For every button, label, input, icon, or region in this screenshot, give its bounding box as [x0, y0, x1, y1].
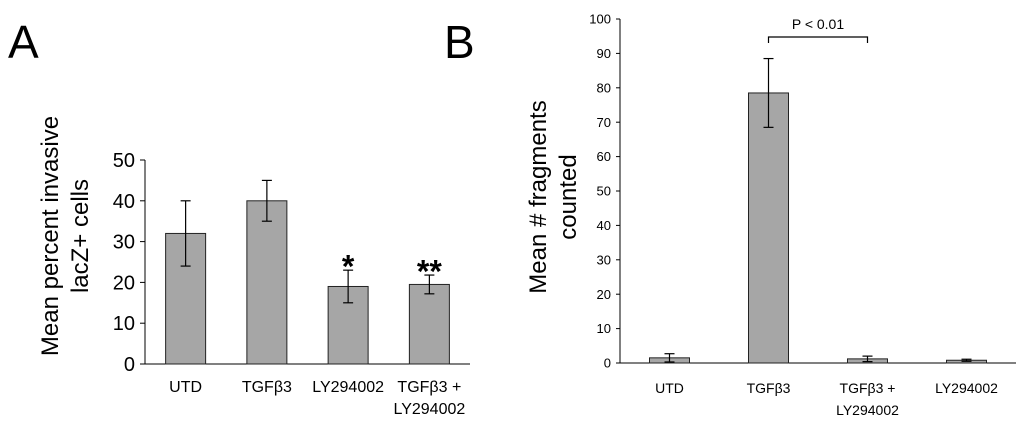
bar-b: [748, 92, 789, 364]
p-value-annotation-b: P < 0.01: [792, 16, 845, 32]
y-tick-label-a: 20: [113, 272, 135, 294]
y-axis-title-a: Mean percent invasive: [37, 116, 64, 356]
y-tick-label-a: 0: [124, 354, 135, 376]
category-label-a: UTD: [169, 379, 202, 396]
category-label-a: TGFβ3 +: [397, 379, 461, 396]
category-label-b: TGFβ3: [747, 380, 791, 396]
y-tick-label-b: 80: [597, 80, 611, 95]
category-label-b: UTD: [655, 380, 684, 396]
y-tick-label-a: 50: [113, 150, 135, 172]
y-axis-title-a: lacZ+ cells: [67, 179, 94, 293]
significance-marker-a: **: [417, 253, 442, 289]
y-tick-label-b: 40: [597, 218, 611, 233]
category-label-a: LY294002: [393, 401, 465, 418]
y-axis-title-b: counted: [555, 154, 582, 239]
category-label-a: LY294002: [312, 379, 384, 396]
y-tick-label-b: 90: [597, 46, 611, 61]
y-tick-label-b: 30: [597, 252, 611, 267]
category-label-b: TGFβ3 +: [840, 380, 896, 396]
panel-label-b: B: [444, 16, 475, 68]
y-axis-title-b: Mean # fragments: [525, 100, 552, 293]
panel-label-a: A: [8, 16, 39, 68]
significance-bracket-b: [767, 36, 869, 43]
y-tick-label-b: 100: [589, 12, 611, 27]
category-label-b: LY294002: [836, 402, 899, 418]
bar-a: [246, 200, 288, 365]
y-tick-label-a: 40: [113, 191, 135, 213]
y-tick-label-b: 10: [597, 321, 611, 336]
y-tick-label-b: 50: [597, 184, 611, 199]
y-tick-label-b: 70: [597, 115, 611, 130]
significance-marker-a: *: [342, 249, 355, 285]
category-label-a: TGFβ3: [242, 379, 292, 396]
bar-a: [408, 283, 450, 365]
y-tick-label-b: 0: [604, 356, 611, 371]
category-label-b: LY294002: [935, 380, 998, 396]
y-tick-label-b: 20: [597, 287, 611, 302]
y-tick-label-a: 10: [113, 313, 135, 335]
y-tick-label-b: 60: [597, 149, 611, 164]
y-tick-label-a: 30: [113, 232, 135, 254]
